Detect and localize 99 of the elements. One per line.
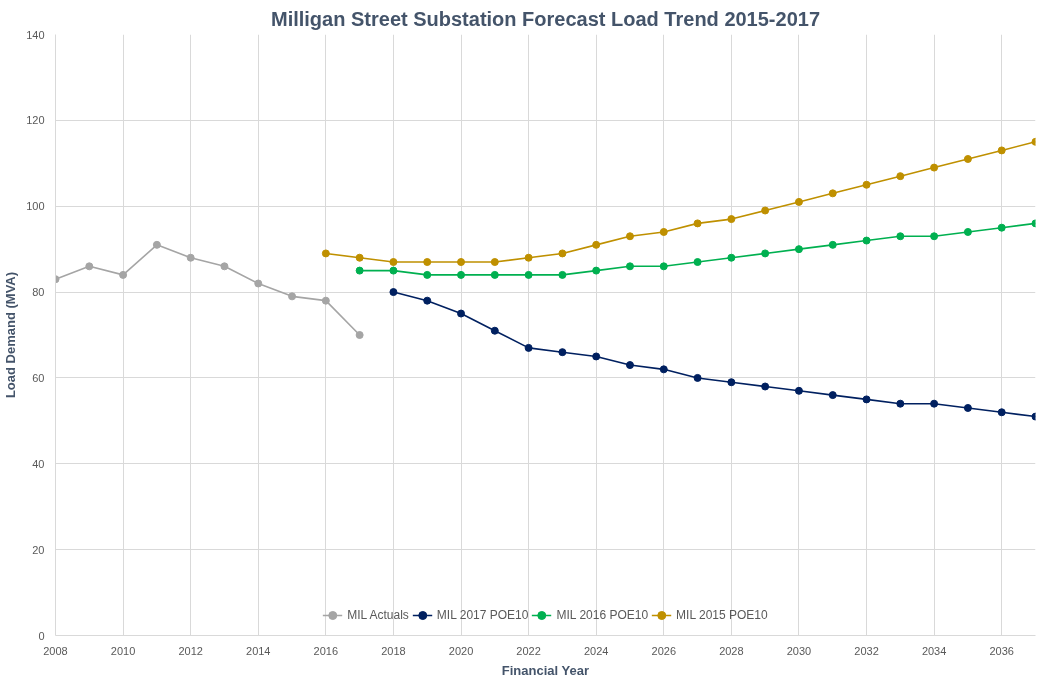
point [794, 386, 803, 395]
point [220, 262, 229, 271]
point [558, 270, 567, 279]
point [490, 326, 499, 335]
point [389, 288, 398, 297]
point [828, 240, 837, 249]
point [659, 262, 668, 271]
point [389, 266, 398, 275]
x-tick-label: 2028 [719, 644, 744, 657]
x-tick-label: 2018 [381, 644, 406, 657]
point [592, 266, 601, 275]
point [592, 352, 601, 361]
point [794, 197, 803, 206]
x-tick-label: 2008 [43, 644, 68, 657]
x-axis-title: Financial Year [501, 662, 589, 678]
point [625, 232, 634, 241]
point [186, 253, 195, 262]
point [85, 262, 94, 271]
legend-label: MIL 2015 POE10 [676, 608, 768, 622]
point [862, 236, 871, 245]
x-tick-label: 2022 [516, 644, 541, 657]
x-tick-label: 2012 [178, 644, 203, 657]
point [963, 403, 972, 412]
point [862, 180, 871, 189]
x-tick-label: 2016 [313, 644, 339, 657]
point [490, 258, 499, 267]
point [828, 189, 837, 198]
point [963, 155, 972, 163]
point [524, 343, 533, 352]
point [727, 253, 736, 262]
point [457, 270, 466, 279]
point [423, 258, 432, 267]
point [727, 215, 736, 224]
y-tick-label: 40 [32, 457, 45, 470]
point [659, 365, 668, 374]
point [693, 219, 702, 228]
x-tick-label: 2032 [854, 644, 879, 657]
point [288, 292, 297, 301]
y-tick-label: 80 [32, 286, 45, 299]
point [963, 227, 972, 236]
legend-label: MIL 2017 POE10 [436, 608, 529, 622]
point [321, 296, 330, 305]
legend-label: MIL 2016 POE10 [556, 608, 649, 622]
point [659, 227, 668, 236]
point [896, 172, 905, 181]
point [761, 249, 770, 258]
point [119, 270, 128, 279]
point [862, 395, 871, 404]
point [355, 266, 364, 275]
y-tick-label: 100 [26, 200, 45, 213]
point [152, 240, 161, 249]
point [254, 279, 263, 288]
point [524, 270, 533, 279]
point [592, 240, 601, 249]
point [423, 270, 432, 279]
y-tick-label: 120 [26, 114, 45, 127]
point [625, 262, 634, 271]
x-tick-label: 2010 [110, 644, 136, 657]
point [896, 232, 905, 241]
point [828, 391, 837, 400]
y-tick-label: 140 [26, 28, 45, 41]
point [558, 348, 567, 357]
chart-title: Milligan Street Substation Forecast Load Trend 2015-2017 [270, 7, 821, 30]
point [997, 146, 1006, 155]
point [693, 258, 702, 267]
point [930, 232, 939, 241]
x-tick-label: 2026 [651, 644, 677, 657]
x-tick-label: 2014 [246, 644, 271, 657]
point [457, 309, 466, 318]
point [761, 206, 770, 215]
x-tick-label: 2030 [786, 644, 812, 657]
point [997, 408, 1006, 417]
point [355, 331, 364, 339]
point [558, 249, 567, 258]
point [727, 378, 736, 387]
point [930, 163, 939, 172]
y-axis-title: Load Demand (MVA) [3, 271, 19, 399]
point [423, 296, 432, 305]
y-tick-label: 60 [32, 371, 45, 384]
point [761, 382, 770, 391]
point [794, 245, 803, 254]
point [490, 270, 499, 279]
point [930, 399, 939, 408]
x-tick-label: 2024 [583, 644, 609, 657]
point [389, 258, 398, 267]
x-tick-label: 2036 [989, 644, 1014, 657]
x-tick-label: 2020 [448, 644, 474, 657]
point [524, 253, 533, 262]
y-tick-label: 0 [38, 629, 45, 642]
legend-label: MIL Actuals [347, 608, 409, 622]
point [896, 399, 905, 408]
point [693, 373, 702, 382]
point [355, 253, 364, 262]
point [997, 223, 1006, 232]
y-tick-label: 20 [32, 543, 45, 556]
point [321, 249, 330, 258]
point [625, 361, 634, 370]
point [457, 258, 466, 267]
x-tick-label: 2034 [921, 644, 947, 657]
